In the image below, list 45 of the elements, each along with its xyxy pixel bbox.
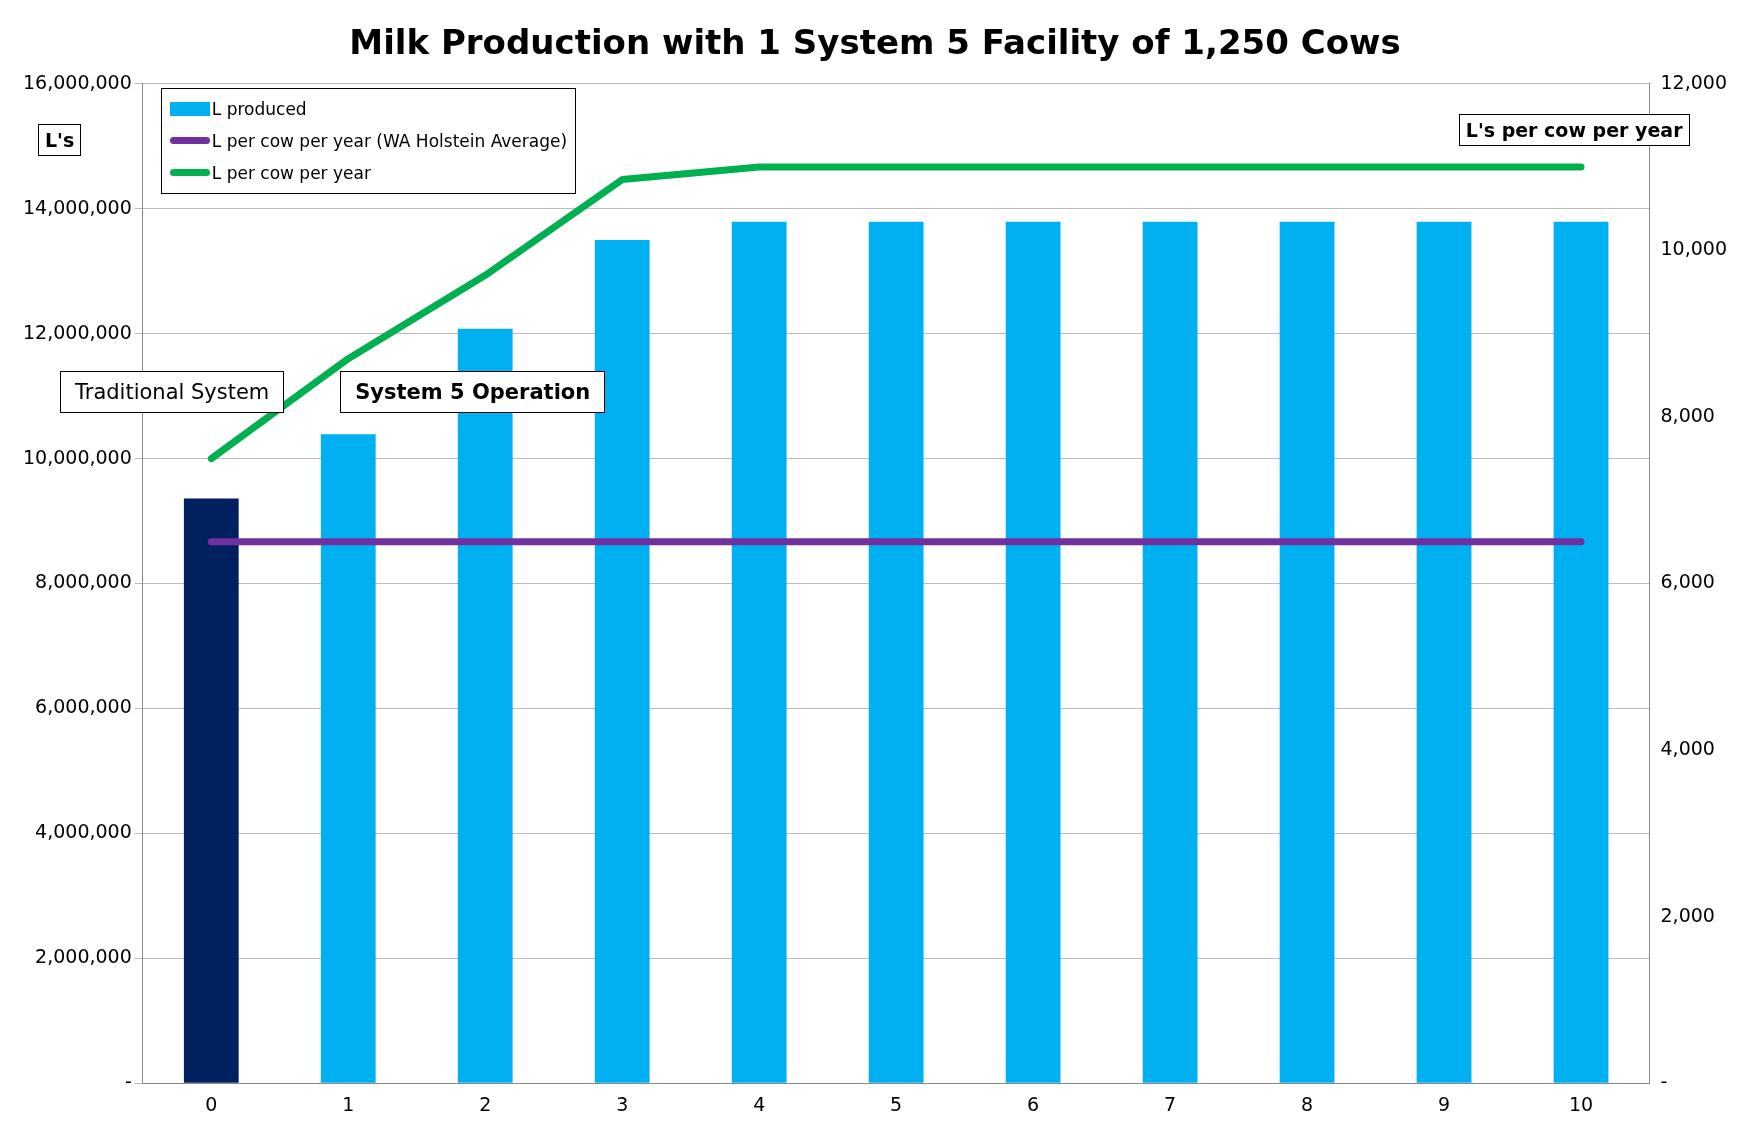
legend-label: L per cow per year (WA Holstein Average) bbox=[211, 130, 568, 151]
x-tick-label: 10 bbox=[1568, 1092, 1594, 1115]
x-tick-label: 7 bbox=[1164, 1092, 1177, 1115]
bar bbox=[1142, 221, 1198, 1083]
y2-tick-label: 12,000 bbox=[1660, 70, 1727, 93]
x-tick-label: 9 bbox=[1438, 1092, 1451, 1115]
bar bbox=[183, 498, 239, 1083]
x-tick-label: 4 bbox=[753, 1092, 766, 1115]
x-tick-label: 5 bbox=[890, 1092, 903, 1115]
bar bbox=[731, 221, 787, 1083]
y-tick-label: 2,000,000 bbox=[35, 945, 132, 968]
y-tick-label: 12,000,000 bbox=[22, 320, 132, 343]
y2-tick-label: 4,000 bbox=[1660, 737, 1715, 759]
annotation: Traditional System bbox=[60, 371, 285, 414]
y-tick-label: 4,000,000 bbox=[35, 820, 132, 843]
y-tick-label: - bbox=[124, 1070, 132, 1093]
bar bbox=[1279, 221, 1335, 1083]
y2-tick-label: 2,000 bbox=[1660, 903, 1715, 926]
annotation: System 5 Operation bbox=[340, 371, 606, 414]
x-tick-label: 6 bbox=[1027, 1092, 1040, 1115]
chart-title: Milk Production with 1 System 5 Facility of 1,250 Cows bbox=[349, 22, 1401, 63]
y2-tick-label: 10,000 bbox=[1660, 237, 1727, 260]
x-tick-label: 0 bbox=[205, 1092, 218, 1115]
bar bbox=[594, 239, 650, 1083]
x-tick-label: 8 bbox=[1301, 1092, 1314, 1115]
legend-label: L produced bbox=[211, 98, 307, 119]
x-tick-label: 3 bbox=[616, 1092, 629, 1115]
y-axis-title: L's bbox=[38, 123, 82, 156]
y2-tick-label: 6,000 bbox=[1660, 570, 1715, 593]
y2-tick-label: - bbox=[1660, 1070, 1668, 1093]
bar bbox=[320, 434, 376, 1083]
x-tick-label: 1 bbox=[342, 1092, 355, 1115]
y2-tick-label: 8,000 bbox=[1660, 403, 1715, 426]
x-tick-label: 2 bbox=[479, 1092, 492, 1115]
bar bbox=[868, 221, 924, 1083]
y-tick-label: 10,000,000 bbox=[22, 445, 132, 468]
y-tick-label: 6,000,000 bbox=[35, 695, 132, 718]
legend-label: L per cow per year bbox=[211, 162, 371, 183]
bar bbox=[1416, 221, 1472, 1083]
y-tick-label: 8,000,000 bbox=[35, 570, 132, 593]
y-tick-label: 14,000,000 bbox=[22, 195, 132, 218]
y2-axis-title: L's per cow per year bbox=[1458, 113, 1690, 146]
bar bbox=[1553, 221, 1609, 1083]
bar bbox=[1005, 221, 1061, 1083]
y-tick-label: 16,000,000 bbox=[22, 70, 132, 93]
